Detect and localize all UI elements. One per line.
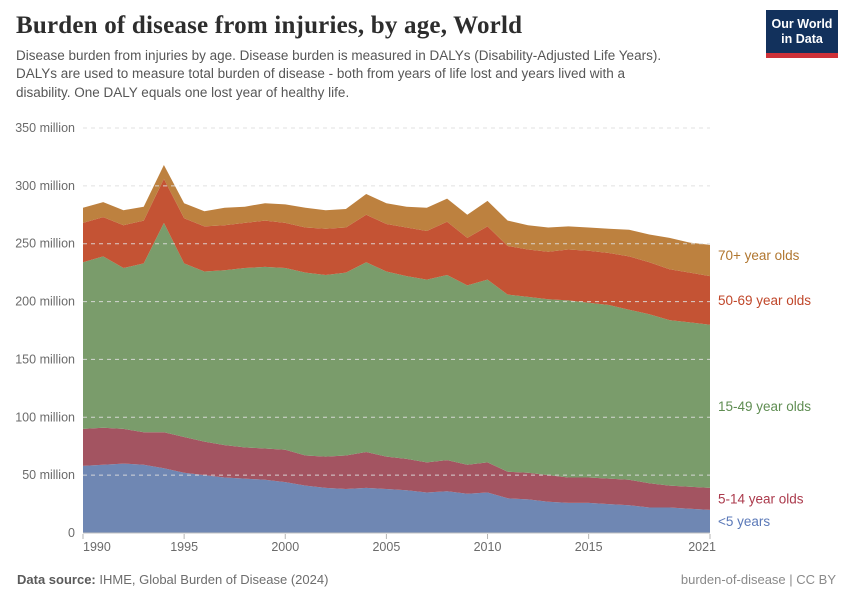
y-tick-label-200: 200 million <box>15 295 75 309</box>
legend-label-5-years[interactable]: <5 years <box>718 514 770 529</box>
x-tick-label-1995: 1995 <box>170 540 198 554</box>
area-50-69-year-olds[interactable] <box>83 178 710 325</box>
y-tick-label-0: 0 <box>68 526 75 540</box>
y-tick-label-50: 50 million <box>22 468 75 482</box>
chart-subtitle: Disease burden from injuries by age. Dis… <box>16 47 746 102</box>
chart-footer: Data source: IHME, Global Burden of Dise… <box>17 572 836 587</box>
data-source-label: Data source: <box>17 572 96 587</box>
chart-header: Burden of disease from injuries, by age,… <box>16 12 746 102</box>
legend-label-15-49-year-olds[interactable]: 15-49 year olds <box>718 399 811 414</box>
area-5-14-year-olds[interactable] <box>83 427 710 510</box>
owid-logo-line-1: Our World <box>771 17 833 31</box>
data-source-value: IHME, Global Burden of Disease (2024) <box>95 572 329 587</box>
y-tick-label-100: 100 million <box>15 410 75 424</box>
data-source: Data source: IHME, Global Burden of Dise… <box>17 572 328 587</box>
license-note: burden-of-disease | CC BY <box>680 572 836 587</box>
legend-label-70-year-olds[interactable]: 70+ year olds <box>718 248 800 263</box>
y-tick-label-150: 150 million <box>15 352 75 366</box>
x-tick-label-2010: 2010 <box>474 540 502 554</box>
legend-label-50-69-year-olds[interactable]: 50-69 year olds <box>718 293 811 308</box>
y-tick-label-250: 250 million <box>15 237 75 251</box>
legend-label-5-14-year-olds[interactable]: 5-14 year olds <box>718 491 804 506</box>
area-15-49-year-olds[interactable] <box>83 222 710 488</box>
owid-logo-line-2: in Data <box>781 32 823 47</box>
area-70-year-olds[interactable] <box>83 165 710 277</box>
x-tick-label-2015: 2015 <box>575 540 603 554</box>
subtitle-line-3: disability. One DALY equals one lost yea… <box>16 84 350 100</box>
page-title: Burden of disease from injuries, by age,… <box>16 12 523 39</box>
owid-logo[interactable]: Our World in Data <box>766 10 838 58</box>
subtitle-line-2: DALYs are used to measure total burden o… <box>16 66 626 82</box>
x-tick-label-2000: 2000 <box>271 540 299 554</box>
y-tick-label-350: 350 million <box>15 121 75 135</box>
x-tick-label-1990: 1990 <box>83 540 111 554</box>
y-tick-label-300: 300 million <box>15 179 75 193</box>
area-5-years[interactable] <box>83 463 710 533</box>
x-tick-label-2021: 2021 <box>688 540 716 554</box>
subtitle-line-1: Disease burden from injuries by age. Dis… <box>16 48 662 63</box>
x-tick-label-2005: 2005 <box>372 540 400 554</box>
